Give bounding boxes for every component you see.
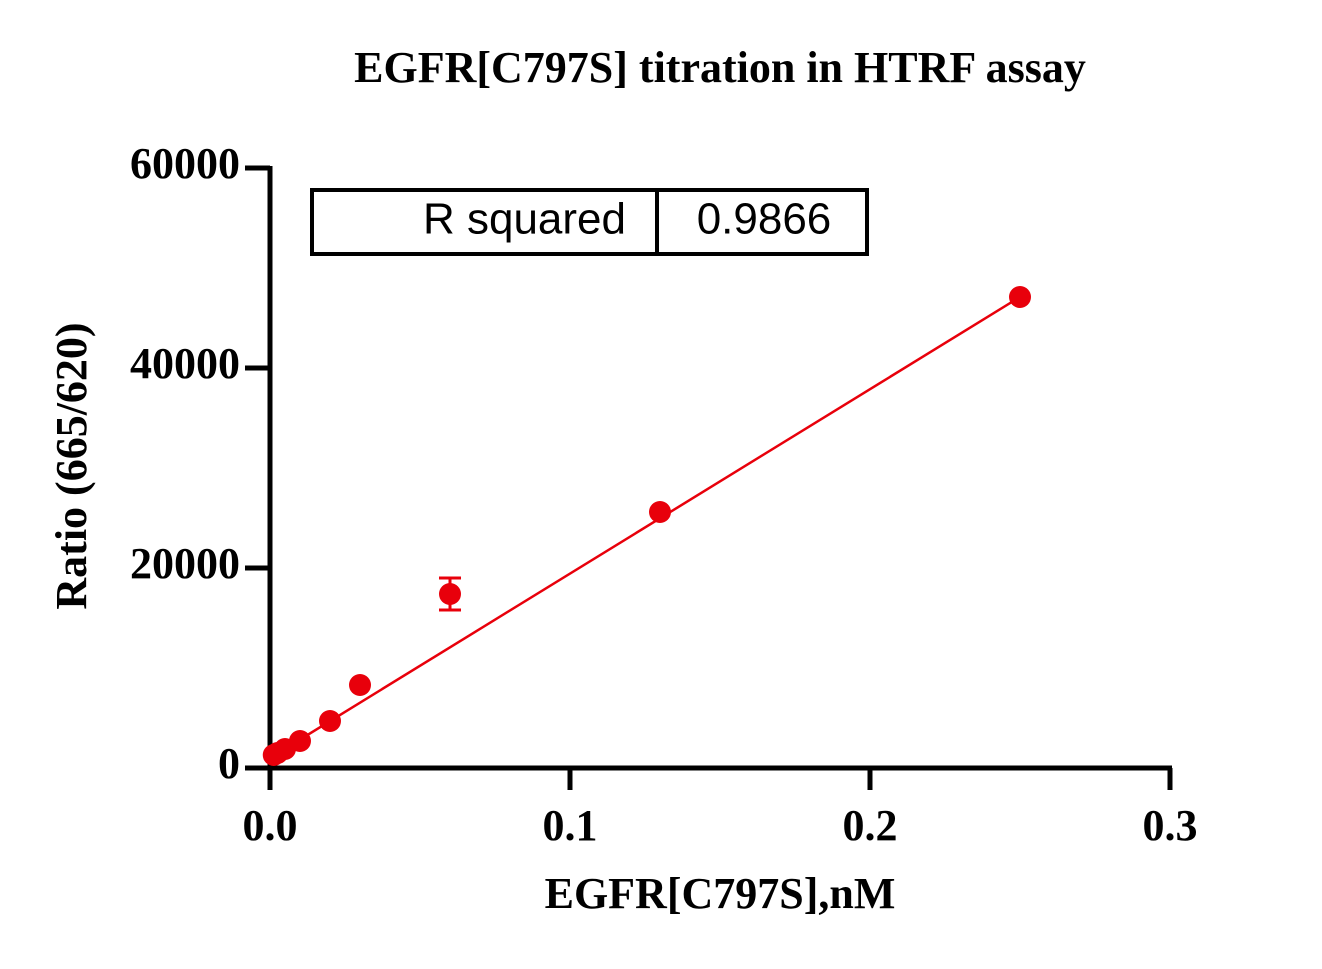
data-point <box>1009 286 1031 308</box>
x-tick-label: 0.0 <box>243 801 298 850</box>
data-point <box>289 730 311 752</box>
annotation-label: R squared <box>423 195 626 244</box>
annotation-box <box>310 188 869 256</box>
y-axis-label: Ratio (665/620) <box>47 322 96 609</box>
annotation-value: 0.9866 <box>697 195 832 244</box>
x-tick-label: 0.3 <box>1143 801 1198 850</box>
y-tick-label: 20000 <box>130 539 240 588</box>
data-point <box>319 710 341 732</box>
data-point <box>649 501 671 523</box>
x-axis-label: EGFR[C797S],nM <box>545 869 896 918</box>
chart-title: EGFR[C797S] titration in HTRF assay <box>354 43 1086 92</box>
y-tick-label: 40000 <box>130 339 240 388</box>
x-tick-label: 0.1 <box>543 801 598 850</box>
fit-line <box>269 295 1021 760</box>
data-point <box>439 583 461 605</box>
data-point <box>349 674 371 696</box>
y-tick-label: 60000 <box>130 139 240 188</box>
y-tick-label: 0 <box>218 739 240 788</box>
x-tick-label: 0.2 <box>843 801 898 850</box>
